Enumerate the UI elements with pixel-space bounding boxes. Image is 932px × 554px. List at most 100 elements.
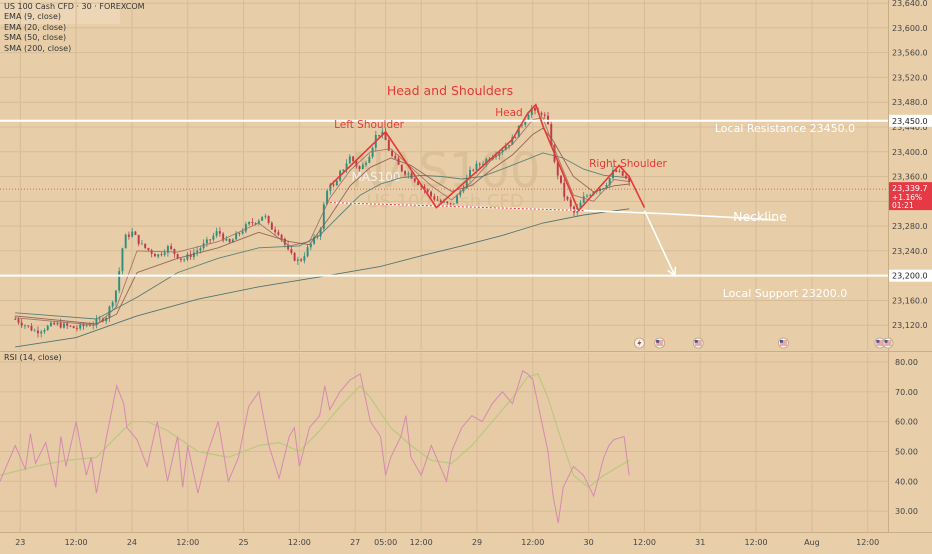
candle-body (433, 196, 436, 200)
candle-body (127, 234, 130, 237)
candle-body (231, 239, 234, 243)
svg-text:23,450.0: 23,450.0 (892, 117, 928, 126)
pattern-path (329, 103, 646, 213)
candle-body (423, 186, 426, 190)
candle-body (404, 171, 407, 175)
candle-body (400, 164, 403, 172)
candle-body (66, 323, 69, 326)
candle-body (241, 231, 244, 234)
candle-body (322, 204, 325, 229)
candle-body (384, 131, 387, 141)
right-shoulder-label: Right Shoulder (589, 158, 667, 170)
candle-body (615, 170, 618, 172)
candle-body (199, 248, 202, 251)
candle-body (628, 178, 631, 183)
candle-body (277, 232, 280, 235)
candle-body (225, 239, 228, 241)
head-label: Head (495, 107, 522, 119)
indicator-ema20[interactable]: EMA (20, close) (4, 22, 67, 32)
us-flag-event-icon (654, 337, 666, 349)
candle-body (88, 325, 91, 327)
candle-body (251, 221, 254, 223)
ma-line-1 (15, 117, 630, 326)
candle-body (33, 330, 36, 332)
us-flag-event-icon (882, 337, 894, 349)
candle-body (345, 163, 348, 170)
candle-body (371, 147, 374, 157)
candle-body (166, 246, 169, 253)
time-tick-label: 12:00 (745, 538, 768, 547)
indicator-sma50[interactable]: SMA (50, close) (4, 33, 67, 43)
candle-body (540, 112, 543, 115)
candle-body (183, 259, 186, 261)
candle-body (196, 250, 199, 253)
candle-body (365, 162, 368, 165)
current-price-badge (889, 182, 932, 211)
candle-body (215, 231, 218, 236)
candle-body (517, 125, 520, 138)
support-label: Local Support 23200.0 (723, 287, 847, 300)
rsi-title[interactable]: RSI (14, close) (4, 353, 62, 362)
rsi-tick-label: 30.00 (895, 507, 918, 516)
rsi-line (0, 370, 630, 524)
candle-body (472, 169, 475, 171)
indicator-sma200[interactable]: SMA (200, close) (4, 43, 72, 53)
price-pane (0, 0, 888, 350)
time-tick-label: 12:00 (65, 538, 88, 547)
candle-body (163, 252, 166, 255)
candle-body (157, 254, 160, 257)
current-price-countdown: 01:21 (892, 201, 914, 210)
candle-body (621, 171, 624, 176)
candle-body (550, 124, 553, 146)
price-tick-label: 23,640.0 (892, 0, 928, 8)
candle-body (27, 325, 30, 327)
time-tick-label: 12:00 (521, 538, 544, 547)
left-shoulder-label: Left Shoulder (334, 119, 405, 131)
time-tick-label: 12:00 (410, 538, 433, 547)
time-tick-label: 25 (238, 538, 248, 547)
time-tick-label: 12:00 (176, 538, 199, 547)
candle-body (579, 202, 582, 208)
time-tick-label: 24 (127, 538, 137, 547)
candle-body (36, 330, 39, 334)
time-tick-label: 12:00 (856, 538, 879, 547)
candle-body (452, 203, 455, 205)
candle-body (98, 318, 101, 320)
rsi-tick-label: 40.00 (895, 477, 918, 486)
candle-body (303, 256, 306, 261)
indicator-legend: US 100 Cash CFD · 30 · FOREXCOM EMA (9, … (4, 2, 145, 54)
candle-body (40, 331, 43, 334)
candle-body (309, 243, 312, 248)
current-price-value: 23,339.7 (892, 184, 928, 193)
candle-body (361, 164, 364, 169)
rsi-tick-label: 80.00 (895, 358, 918, 367)
candle-body (430, 191, 433, 197)
candle-body (280, 234, 283, 239)
indicator-ema9[interactable]: EMA (9, close) (4, 12, 61, 22)
candle-body (417, 181, 420, 186)
candle-body (62, 323, 65, 328)
candle-body (300, 259, 303, 261)
candle-body (605, 185, 608, 189)
time-tick-label: 29 (472, 538, 482, 547)
candle-body (608, 178, 611, 186)
candle-body (261, 216, 264, 221)
candle-body (131, 231, 134, 237)
candle-body (56, 322, 59, 325)
candle-body (391, 150, 394, 156)
candle-body (287, 244, 290, 250)
candle-body (228, 239, 231, 243)
candle-body (618, 171, 621, 172)
time-tick-label: Aug (804, 538, 820, 547)
candle-body (69, 325, 72, 327)
projection-arrow-head (667, 266, 677, 278)
candle-body (449, 202, 452, 204)
candle-body (387, 140, 390, 151)
chart-title[interactable]: US 100 Cash CFD · 30 · FOREXCOM (4, 2, 145, 11)
candle-body (329, 184, 332, 191)
candle-body (46, 325, 49, 331)
candle-body (53, 322, 56, 325)
candle-body (465, 177, 468, 189)
